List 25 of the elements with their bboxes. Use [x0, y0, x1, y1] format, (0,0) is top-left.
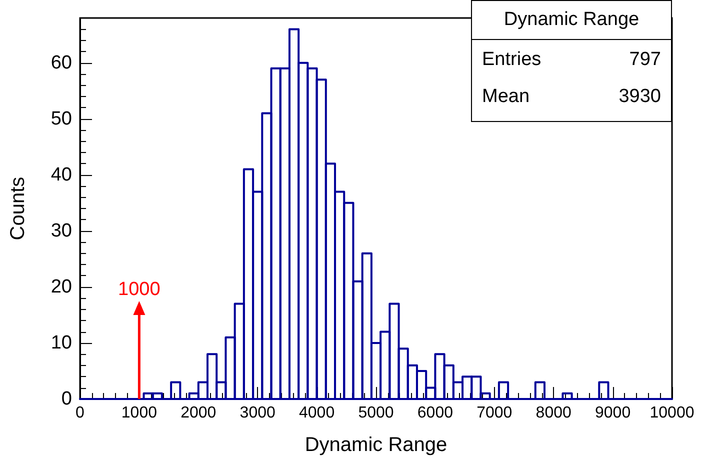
- x-tick-label: 0: [76, 404, 85, 422]
- y-tick-label: 40: [50, 164, 72, 186]
- y-axis-title: Counts: [7, 176, 29, 240]
- y-tick-label: 10: [50, 332, 72, 354]
- x-tick-label: 2000: [180, 404, 216, 422]
- annotation: Entries: [482, 48, 542, 72]
- annotation: Dynamic Range: [472, 1, 671, 40]
- x-tick-label: 4000: [299, 404, 335, 422]
- annotation: 797: [629, 48, 661, 72]
- ref-line-label: 1000: [118, 279, 160, 300]
- x-tick-label: 9000: [595, 404, 631, 422]
- x-tick-label: 10000: [650, 404, 694, 422]
- y-tick-label: 60: [50, 52, 72, 74]
- y-tick-label: 20: [50, 276, 72, 298]
- annotation: 3930: [618, 85, 661, 109]
- x-tick-label: 7000: [476, 404, 512, 422]
- x-tick-label: 3000: [240, 404, 276, 422]
- y-tick-label: 30: [50, 220, 72, 242]
- x-axis-title: Dynamic Range: [304, 434, 448, 456]
- x-tick-label: 5000: [358, 404, 394, 422]
- x-tick-label: 8000: [536, 404, 572, 422]
- annotation: Mean: [482, 85, 530, 109]
- x-tick-label: 1000: [121, 404, 158, 422]
- y-tick-label: 50: [50, 108, 72, 130]
- x-tick-label: 6000: [417, 404, 454, 422]
